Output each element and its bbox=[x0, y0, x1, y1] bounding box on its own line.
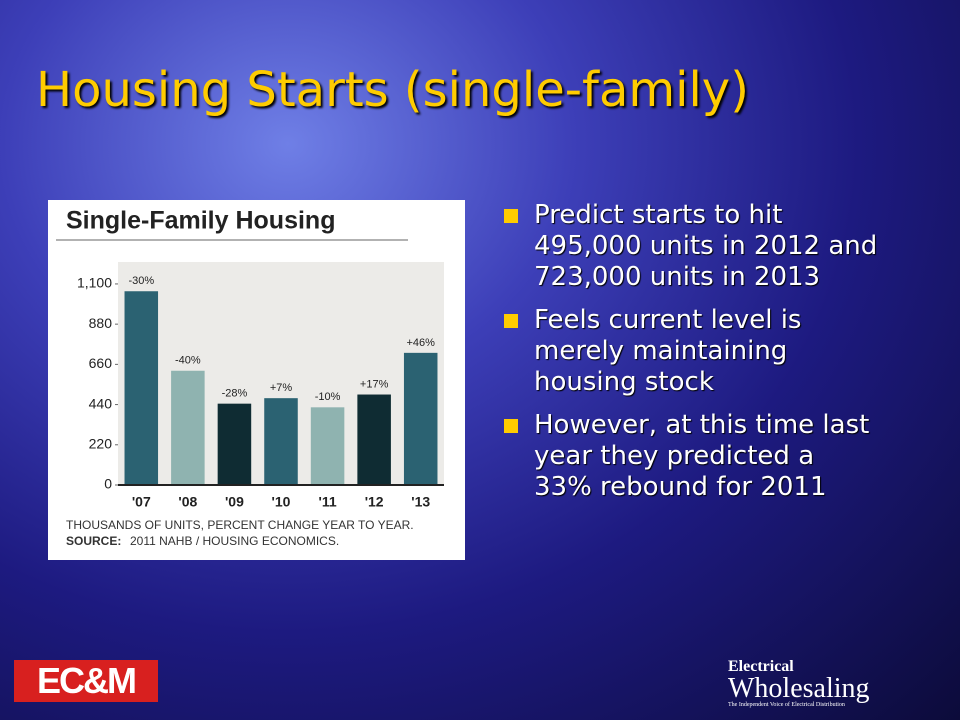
bar-annotation: -28% bbox=[222, 388, 248, 400]
bar bbox=[171, 370, 205, 485]
logo-ecm: EC&M bbox=[14, 660, 158, 702]
bullet-list: Predict starts to hit 495,000 units in 2… bbox=[500, 200, 880, 515]
x-tick-label: '09 bbox=[225, 494, 244, 510]
logo-main: Wholesaling bbox=[728, 673, 870, 704]
x-tick-label: '12 bbox=[365, 494, 384, 510]
bar-annotation: +7% bbox=[270, 382, 293, 394]
slide-title: Housing Starts (single-family) bbox=[36, 62, 749, 118]
bar bbox=[310, 407, 345, 485]
bar bbox=[124, 291, 159, 485]
bar-annotation: -10% bbox=[315, 391, 341, 403]
bullet: However, at this time last year they pre… bbox=[500, 410, 880, 503]
chart: Single-Family Housing THOUSANDS OF UNITS… bbox=[48, 200, 465, 560]
source: 2011 NAHB / HOUSING ECONOMICS. bbox=[130, 534, 339, 548]
bullet: Feels current level is merely maintainin… bbox=[500, 305, 880, 398]
bar-annotation: -30% bbox=[128, 275, 154, 287]
y-tick-label: 660 bbox=[89, 355, 113, 371]
x-tick-label: '13 bbox=[411, 494, 430, 510]
bar-annotation: +17% bbox=[360, 378, 389, 390]
y-tick-label: 440 bbox=[89, 395, 113, 411]
logo-tagline: The Independent Voice of Electrical Dist… bbox=[728, 702, 845, 708]
y-tick-label: 220 bbox=[89, 435, 113, 451]
bar-annotation: +46% bbox=[406, 337, 435, 349]
y-tick-label: 0 bbox=[104, 476, 112, 492]
x-tick-label: '08 bbox=[178, 494, 197, 510]
bar bbox=[264, 398, 298, 485]
bullet: Predict starts to hit 495,000 units in 2… bbox=[500, 200, 880, 293]
bar bbox=[357, 394, 391, 485]
source-label: SOURCE: bbox=[66, 534, 121, 548]
chart-title: Single-Family Housing bbox=[66, 207, 335, 235]
bar-annotation: -40% bbox=[175, 355, 201, 367]
bar bbox=[217, 403, 252, 485]
x-tick-label: '11 bbox=[319, 494, 337, 510]
y-tick-label: 880 bbox=[89, 315, 113, 331]
y-tick-label: 1,100 bbox=[77, 275, 112, 291]
logo-top: Electrical bbox=[728, 658, 794, 675]
bar bbox=[403, 352, 438, 485]
x-tick-label: '07 bbox=[132, 494, 151, 510]
x-tick-label: '10 bbox=[272, 494, 291, 510]
logo-wholesaling: Electrical Wholesaling The Independent V… bbox=[728, 658, 870, 708]
chart-note: THOUSANDS OF UNITS, PERCENT CHANGE YEAR … bbox=[66, 518, 414, 532]
